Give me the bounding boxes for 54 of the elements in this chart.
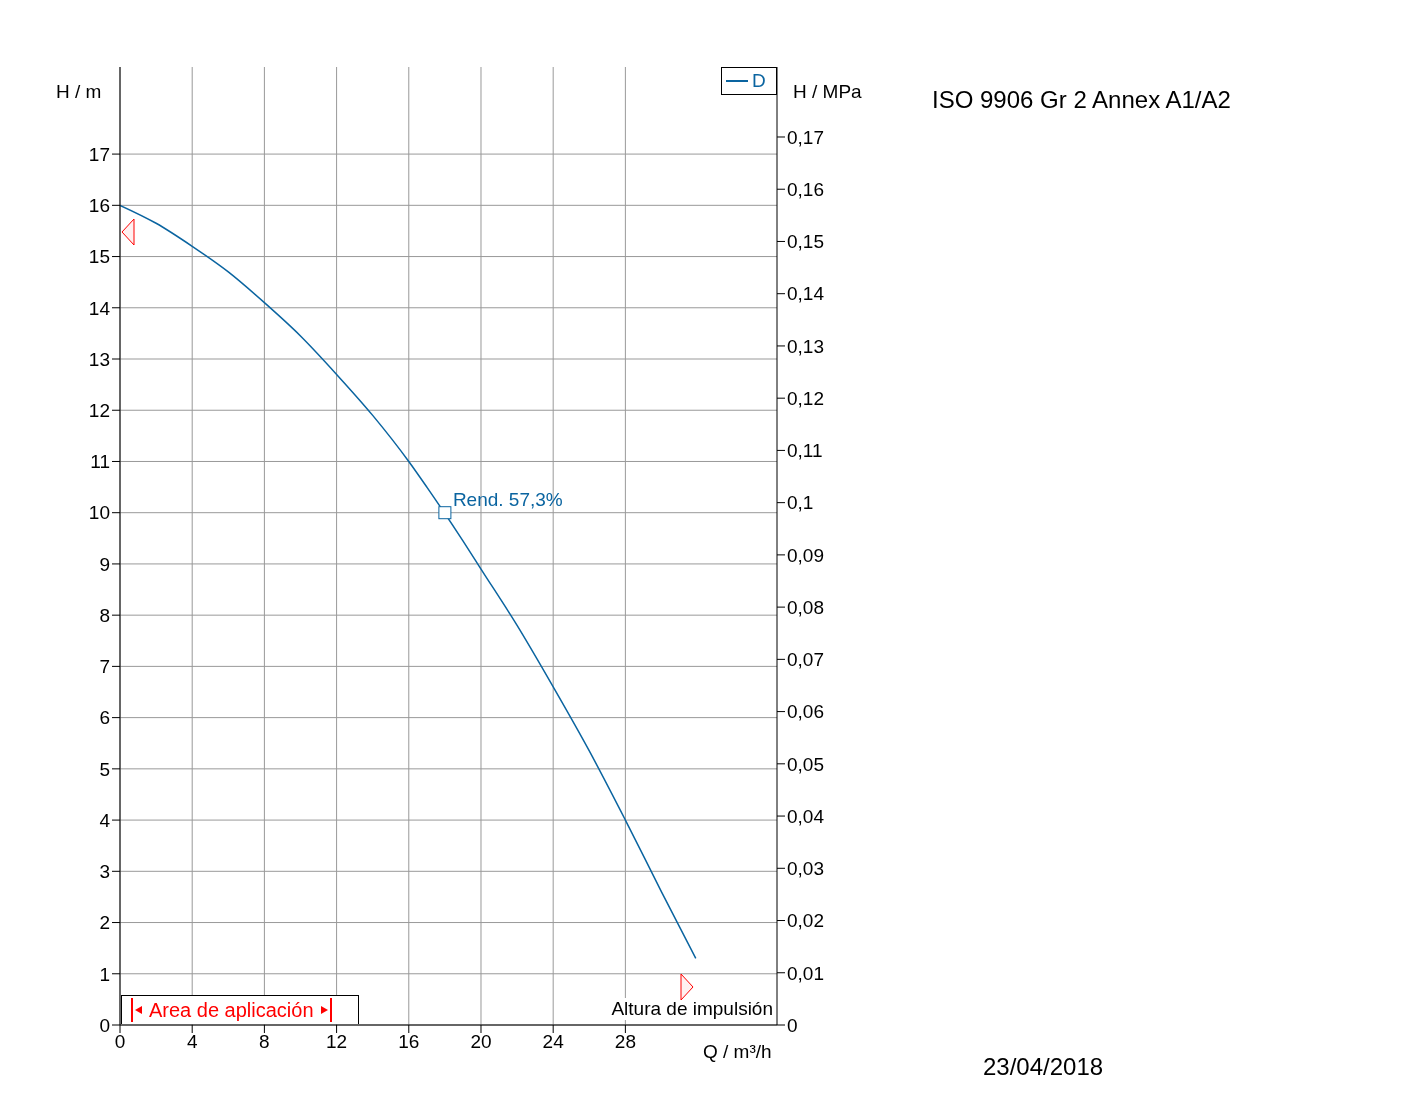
- y-tick-label: 8: [99, 604, 110, 626]
- y-tick-label: 9: [99, 553, 110, 575]
- y2-tick-label: 0,1: [787, 492, 814, 514]
- y2-tick-label: 0,02: [787, 910, 824, 932]
- y2-tick-label: 0,05: [787, 753, 824, 775]
- y2-tick-label: 0,14: [787, 283, 825, 305]
- y-tick-label: 17: [88, 143, 110, 165]
- y-tick-label: 1: [99, 963, 110, 985]
- legend-label: D: [752, 70, 766, 92]
- x-tick-label: 24: [542, 1031, 565, 1053]
- y-tick-label: 0: [99, 1014, 110, 1036]
- y2-tick-label: 0,08: [787, 596, 824, 618]
- y-tick-label: 13: [88, 348, 110, 370]
- y-tick-label: 4: [99, 809, 111, 831]
- y-tick-label: 16: [88, 195, 110, 217]
- y2-tick-label: 0: [787, 1014, 798, 1036]
- x-tick-label: 0: [114, 1031, 126, 1053]
- x-tick-label: 16: [398, 1031, 420, 1053]
- y2-tick-label: 0,15: [787, 231, 824, 253]
- x-tick-label: 28: [614, 1031, 636, 1053]
- y2-axis-title: H / MPa: [793, 81, 862, 103]
- x-axis-title: Q / m³/h: [702, 1041, 772, 1063]
- y-tick-label: 7: [99, 656, 110, 678]
- y-tick-label: 6: [99, 707, 110, 729]
- x-tick-label: 12: [326, 1031, 348, 1053]
- y2-tick-label: 0,17: [787, 126, 824, 148]
- y2-tick-label: 0,09: [787, 544, 824, 566]
- y2-tick-label: 0,13: [787, 335, 824, 357]
- annotation: Altura de impulsión: [611, 998, 773, 1020]
- annotation: Rend. 57,3%: [452, 489, 563, 511]
- y-axis-title: H / m: [56, 81, 102, 103]
- y-tick-label: 10: [88, 502, 110, 524]
- text: 23/04/2018: [983, 1053, 1104, 1081]
- y-tick-label: 5: [99, 758, 110, 780]
- x-tick-label: 8: [259, 1031, 270, 1053]
- y2-tick-label: 0,07: [787, 649, 824, 671]
- y2-tick-label: 0,03: [787, 858, 824, 880]
- x-tick-label: 4: [186, 1031, 198, 1053]
- y-tick-label: 15: [88, 246, 110, 268]
- x-tick-label: 20: [470, 1031, 492, 1053]
- y2-tick-label: 0,01: [787, 962, 824, 984]
- y-tick-label: 11: [90, 451, 110, 473]
- y2-tick-label: 0,04: [787, 805, 825, 827]
- text: ISO 9906 Gr 2 Annex A1/A2: [932, 86, 1231, 114]
- y-tick-label: 12: [88, 399, 110, 421]
- y-tick-label: 3: [99, 861, 110, 883]
- y2-tick-label: 0,16: [787, 178, 824, 200]
- y-tick-label: 14: [88, 297, 111, 319]
- y2-tick-label: 0,12: [787, 387, 824, 409]
- y-tick-label: 2: [99, 912, 110, 934]
- annotation: Area de aplicación: [148, 997, 315, 1023]
- y2-tick-label: 0,06: [787, 701, 824, 723]
- line-series: [120, 204, 697, 960]
- y2-tick-label: 0,11: [787, 440, 823, 462]
